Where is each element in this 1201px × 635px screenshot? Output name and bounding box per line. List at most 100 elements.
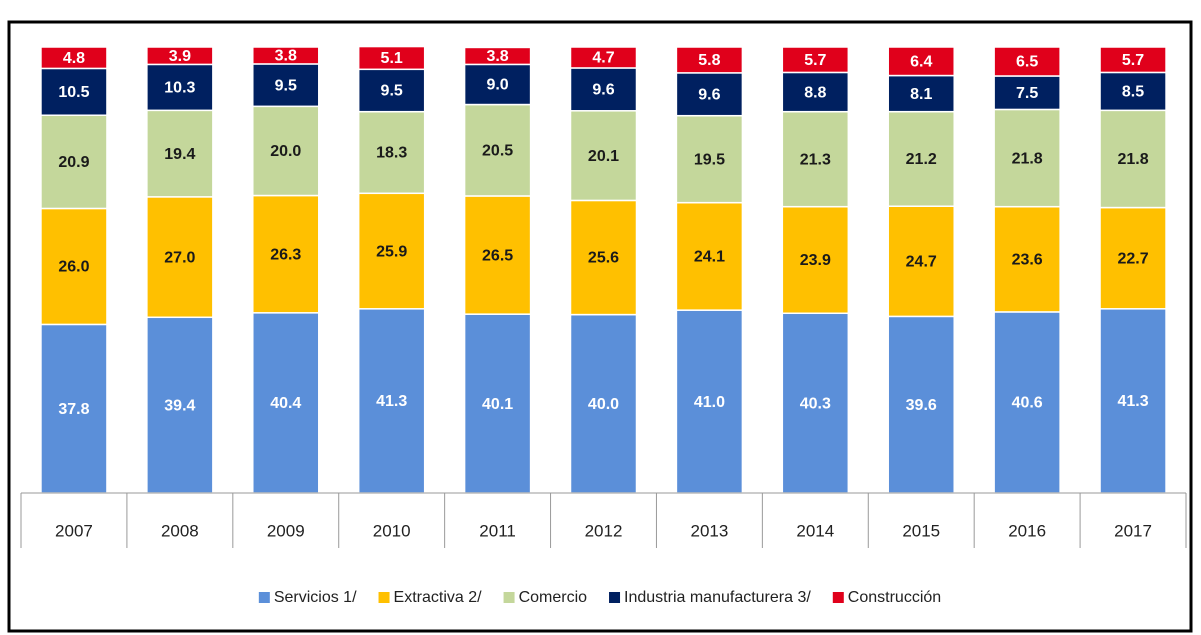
- value-label: 40.4: [270, 395, 301, 412]
- bar-segment: [463, 313, 532, 494]
- value-label: 8.8: [804, 84, 826, 101]
- value-label: 8.5: [1122, 84, 1144, 101]
- x-tick-label: 2008: [161, 521, 199, 540]
- x-tick-label: 2011: [479, 521, 516, 540]
- value-label: 26.3: [270, 246, 301, 263]
- bar-segment: [146, 196, 214, 319]
- bar-segment: [675, 201, 744, 311]
- legend-label: Extractiva 2/: [394, 589, 483, 606]
- value-label: 10.3: [164, 80, 195, 97]
- value-label: 9.5: [381, 83, 403, 100]
- bar-segment: [252, 312, 320, 494]
- bar-segment: [675, 114, 744, 204]
- value-label: 26.5: [482, 247, 513, 264]
- x-tick-label: 2017: [1114, 521, 1152, 540]
- bar-segment: [993, 75, 1061, 111]
- bar-segment: [252, 63, 320, 108]
- bar-segment: [675, 46, 744, 74]
- bar-segment: [40, 46, 108, 70]
- bar-segment: [569, 199, 638, 316]
- bar-segment: [887, 315, 955, 494]
- legend-label: Servicios 1/: [274, 589, 357, 606]
- bar-segment: [40, 323, 108, 494]
- x-tick-label: 2013: [690, 521, 728, 540]
- bar-segment: [1099, 71, 1167, 112]
- legend-swatch: [832, 592, 844, 603]
- legend-swatch: [609, 592, 621, 603]
- value-label: 9.6: [592, 82, 614, 99]
- bar-segment: [781, 110, 850, 208]
- value-label: 26.0: [58, 259, 89, 276]
- value-label: 3.8: [486, 48, 508, 65]
- value-label: 5.7: [1122, 52, 1144, 69]
- value-label: 4.8: [63, 50, 85, 67]
- bar-segment: [1099, 206, 1167, 310]
- bar-segment: [463, 46, 532, 66]
- value-label: 21.2: [906, 151, 937, 168]
- value-label: 6.4: [910, 53, 932, 70]
- bar-segment: [252, 46, 320, 65]
- value-label: 20.0: [270, 143, 301, 160]
- bar-segment: [1099, 109, 1167, 209]
- value-label: 6.5: [1016, 54, 1038, 71]
- bar-segment: [40, 114, 108, 210]
- bar-segment: [1099, 46, 1167, 74]
- value-label: 3.8: [275, 48, 297, 65]
- value-label: 21.3: [800, 151, 831, 168]
- bar-segment: [569, 313, 638, 494]
- bar-segment: [781, 71, 850, 113]
- bar-segment: [781, 46, 850, 74]
- value-label: 18.3: [376, 145, 407, 162]
- bar-segment: [569, 67, 638, 112]
- x-tick-label: 2010: [373, 521, 411, 540]
- value-label: 21.8: [1012, 150, 1043, 167]
- bar-segment: [887, 46, 955, 77]
- value-label: 8.1: [910, 86, 932, 103]
- value-label: 5.1: [381, 50, 403, 67]
- value-label: 23.6: [1012, 252, 1043, 269]
- x-tick-label: 2014: [796, 521, 834, 540]
- value-label: 24.1: [694, 249, 725, 266]
- bar-segment: [675, 72, 744, 117]
- value-label: 19.5: [694, 151, 725, 168]
- bar-segment: [146, 109, 214, 198]
- value-label: 39.6: [906, 397, 937, 414]
- value-label: 40.0: [588, 396, 619, 413]
- value-label: 20.5: [482, 142, 513, 159]
- legend-label: Industria manufacturera 3/: [624, 589, 811, 606]
- bar-segment: [357, 68, 426, 113]
- x-tick-label: 2012: [585, 521, 623, 540]
- value-label: 41.3: [1117, 393, 1148, 410]
- bar-segment: [675, 309, 744, 494]
- value-label: 25.9: [376, 243, 407, 260]
- bar-segment: [463, 195, 532, 315]
- bar-segment: [357, 110, 426, 195]
- value-label: 24.7: [906, 254, 937, 271]
- x-tick-label: 2016: [1008, 521, 1046, 540]
- legend-swatch: [378, 592, 390, 603]
- legend-label: Comercio: [519, 589, 588, 606]
- bar-segment: [357, 192, 426, 310]
- value-label: 9.6: [698, 86, 720, 103]
- x-tick-label: 2009: [267, 521, 305, 540]
- value-label: 9.0: [486, 77, 508, 94]
- x-tick-label: 2015: [902, 521, 940, 540]
- bar-segment: [569, 110, 638, 202]
- value-label: 41.0: [694, 394, 725, 411]
- value-label: 40.1: [482, 396, 513, 413]
- bar-segment: [40, 67, 108, 116]
- bar-segment: [781, 205, 850, 315]
- value-label: 3.9: [169, 48, 191, 65]
- value-label: 7.5: [1016, 85, 1038, 102]
- value-label: 5.8: [698, 52, 720, 69]
- value-label: 39.4: [164, 397, 195, 414]
- x-tick-label: 2007: [55, 521, 93, 540]
- value-label: 22.7: [1117, 250, 1148, 267]
- bar-segment: [569, 46, 638, 69]
- bar-segment: [357, 45, 426, 71]
- bar-segment: [146, 46, 214, 66]
- bar-segment: [463, 63, 532, 106]
- bar-segment: [993, 46, 1061, 77]
- value-label: 40.6: [1012, 395, 1043, 412]
